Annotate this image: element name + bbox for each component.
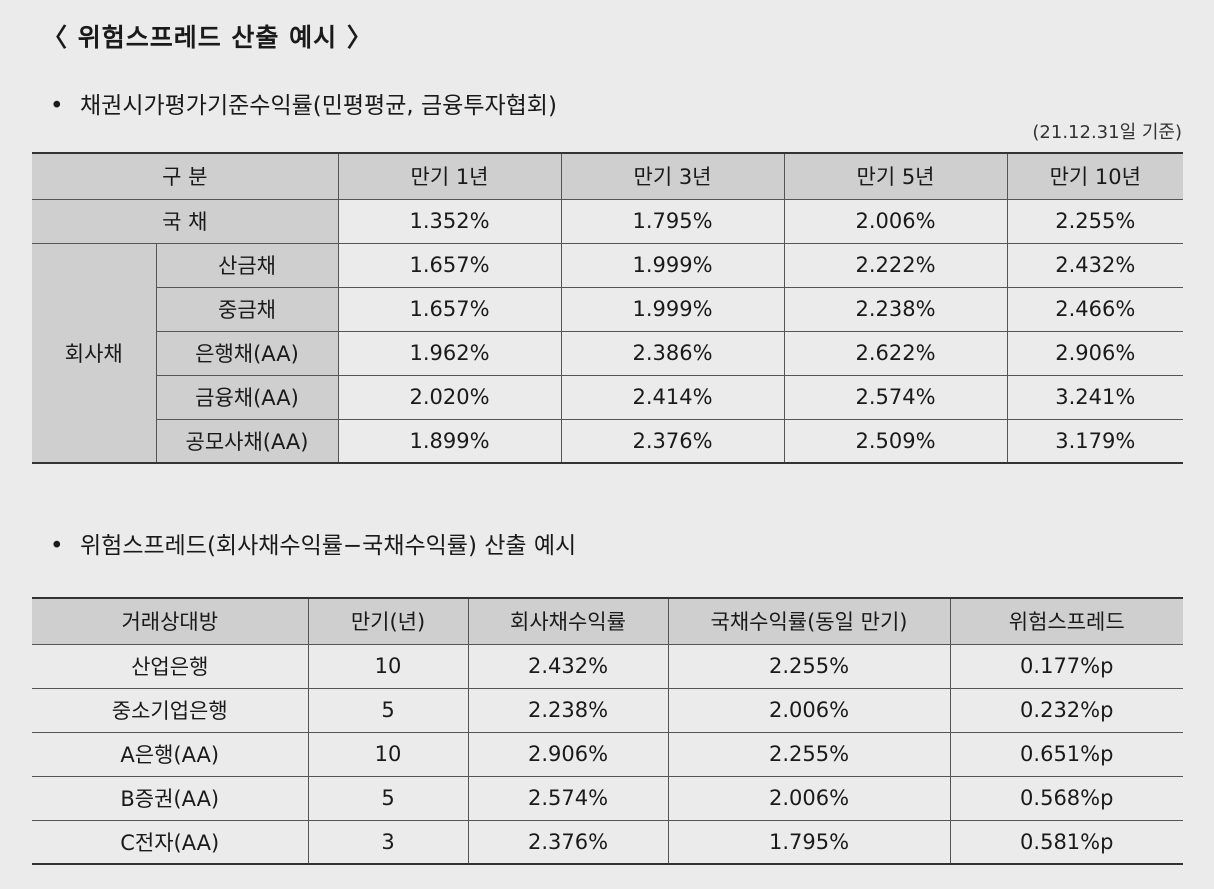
section1-heading: • 채권시가평가기준수익률(민평평균, 금융투자협회) (50, 86, 557, 120)
table-cell: 2.006% (783, 198, 1008, 244)
table-cell: 1.352% (337, 198, 562, 244)
row-label: 산금채 (155, 242, 339, 288)
table-cell: 0.581%p (949, 819, 1183, 865)
section2-heading-text: 위험스프레드(회사채수익률−국채수익률) 산출 예시 (80, 533, 577, 559)
table-cell: 3.179% (1006, 418, 1183, 464)
table-cell: 2.432% (467, 643, 669, 689)
table-cell: 10 (307, 731, 469, 777)
row-label: 금융채(AA) (156, 374, 339, 420)
table-cell: 2.238% (783, 286, 1008, 332)
header-cell: 구 분 (32, 152, 339, 200)
table-row: A은행(AA) 10 2.906% 2.255% 0.651%p (32, 731, 1183, 777)
table-cell: 2.255% (1006, 198, 1183, 244)
table-cell: 2.509% (783, 418, 1008, 464)
table-cell: 2.238% (467, 687, 669, 733)
table-row: 회사채 산금채 1.657% 1.999% 2.222% 2.432% (32, 242, 1183, 464)
table-cell: 10 (307, 643, 469, 689)
header-cell: 만기 5년 (783, 152, 1008, 200)
table-row: 금융채(AA) 2.020% 2.414% 2.574% 3.241% (32, 374, 1183, 420)
table-cell: 2.466% (1006, 286, 1183, 332)
row-label: 중금채 (156, 286, 339, 332)
header-cell: 만기 10년 (1006, 152, 1183, 200)
table-cell: 2.386% (560, 330, 785, 376)
table-cell: 2.222% (783, 242, 1008, 288)
corp-group-label: 회사채 (32, 242, 157, 464)
table-cell: 2.376% (467, 819, 669, 865)
table-cell: 2.006% (667, 687, 951, 733)
table-cell: 2.006% (667, 775, 951, 821)
table-cell: 1.795% (667, 819, 951, 865)
table-cell: 2.574% (783, 374, 1008, 420)
table-row: 중소기업은행 5 2.238% 2.006% 0.232%p (32, 687, 1183, 733)
table-row: 공모사채(AA) 1.899% 2.376% 2.509% 3.179% (32, 418, 1183, 464)
table-cell: 2.255% (667, 643, 951, 689)
page-title: 〈 위험스프레드 산출 예시 〉 (42, 23, 373, 52)
table-cell: 2.376% (560, 418, 785, 464)
table-cell: 2.020% (337, 374, 562, 420)
table-header-row: 구 분 만기 1년 만기 3년 만기 5년 만기 10년 (32, 152, 1183, 200)
row-label: 국 채 (32, 198, 339, 244)
table-cell: C전자(AA) (32, 819, 309, 865)
table-cell: 2.906% (467, 731, 669, 777)
table-cell: 2.622% (783, 330, 1008, 376)
table-cell: 5 (307, 687, 469, 733)
header-cell: 만기 1년 (337, 152, 562, 200)
table-cell: 1.657% (337, 242, 562, 288)
table-cell: 0.177%p (949, 643, 1183, 689)
row-label: 공모사채(AA) (156, 418, 339, 464)
table-row: B증권(AA) 5 2.574% 2.006% 0.568%p (32, 775, 1183, 821)
table-cell: 1.999% (560, 242, 785, 288)
row-label: 은행채(AA) (156, 330, 339, 376)
table-row: 국 채 1.352% 1.795% 2.006% 2.255% (32, 198, 1183, 244)
table-cell: 1.795% (560, 198, 785, 244)
risk-spread-table: 거래상대방 만기(년) 회사채수익률 국채수익률(동일 만기) 위험스프레드 산… (32, 597, 1183, 865)
section1-heading-text: 채권시가평가기준수익률(민평평균, 금융투자협회) (80, 93, 557, 119)
table-cell: 5 (307, 775, 469, 821)
table-cell: 2.432% (1006, 242, 1183, 288)
table-cell: 0.232%p (949, 687, 1183, 733)
header-cell: 위험스프레드 (949, 597, 1183, 645)
table-cell: 중소기업은행 (32, 687, 309, 733)
table-cell: 2.574% (467, 775, 669, 821)
table-header-row: 거래상대방 만기(년) 회사채수익률 국채수익률(동일 만기) 위험스프레드 (32, 597, 1183, 645)
table-cell: A은행(AA) (32, 731, 309, 777)
bullet-mark: • (50, 93, 64, 119)
section2-heading: • 위험스프레드(회사채수익률−국채수익률) 산출 예시 (50, 526, 576, 560)
table-row: 중금채 1.657% 1.999% 2.238% 2.466% (32, 286, 1183, 332)
table-cell: 1.962% (337, 330, 562, 376)
table-row: C전자(AA) 3 2.376% 1.795% 0.581%p (32, 819, 1183, 865)
header-cell: 만기(년) (307, 597, 469, 645)
table-cell: 2.255% (667, 731, 951, 777)
bond-yield-table: 구 분 만기 1년 만기 3년 만기 5년 만기 10년 국 채 1.352% … (32, 152, 1183, 464)
bullet-mark: • (50, 533, 64, 559)
header-cell: 국채수익률(동일 만기) (667, 597, 951, 645)
table-cell: 0.651%p (949, 731, 1183, 777)
table-row: 산업은행 10 2.432% 2.255% 0.177%p (32, 643, 1183, 689)
table-cell: 1.899% (337, 418, 562, 464)
table-row: 은행채(AA) 1.962% 2.386% 2.622% 2.906% (32, 330, 1183, 376)
reference-date-note: (21.12.31일 기준) (1032, 122, 1182, 143)
table-cell: 2.414% (560, 374, 785, 420)
header-cell: 거래상대방 (32, 597, 309, 645)
table-cell: 3.241% (1006, 374, 1183, 420)
table-cell: 0.568%p (949, 775, 1183, 821)
table-cell: 1.657% (337, 286, 562, 332)
header-cell: 회사채수익률 (467, 597, 669, 645)
header-cell: 만기 3년 (560, 152, 785, 200)
table-cell: B증권(AA) (32, 775, 309, 821)
table-cell: 산업은행 (32, 643, 309, 689)
table-cell: 2.906% (1006, 330, 1183, 376)
table-cell: 3 (307, 819, 469, 865)
table-cell: 1.999% (560, 286, 785, 332)
